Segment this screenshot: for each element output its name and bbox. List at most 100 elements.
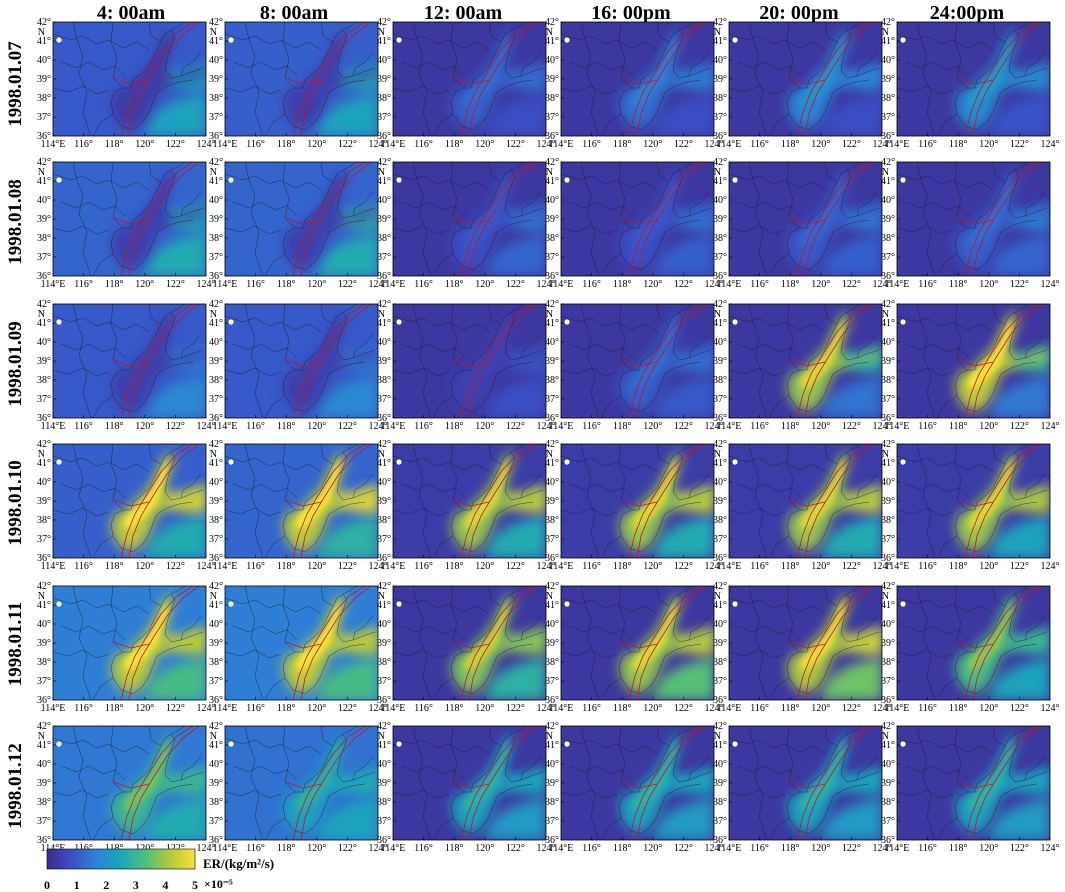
lat-unit-label: N	[882, 27, 889, 38]
field-south-sea	[143, 232, 206, 276]
lon-tick-label: 116°	[246, 421, 265, 432]
boundary-line	[225, 33, 322, 51]
lat-tick-label: 37°	[545, 534, 559, 545]
lat-tick-label: 36°	[37, 553, 51, 564]
boundary-line	[824, 444, 838, 465]
map-panel: 42° 41° 40° 39° 38° 37° 36° N 114°E 116° 118° 120° 1…	[713, 299, 892, 432]
lat-tick-label: 37°	[37, 394, 51, 405]
boundary-line	[400, 201, 466, 217]
lat-tick-label: 41°	[713, 458, 727, 469]
map-field	[53, 162, 206, 276]
boundary-line	[656, 162, 670, 183]
lat-tick-label: 38°	[545, 797, 559, 808]
boundary-line	[904, 625, 970, 641]
lat-tick-label: 39°	[209, 778, 223, 789]
lat-tick-label: 37°	[209, 394, 223, 405]
boundary-line	[568, 483, 634, 499]
lat-tick-label: 38°	[545, 233, 559, 244]
boundary-line	[450, 22, 464, 89]
lat-tick-label: 39°	[37, 638, 51, 649]
fault-line	[788, 217, 826, 225]
fault-line	[468, 22, 540, 136]
lat-tick-label: 41°	[881, 36, 895, 47]
lat-unit-label: N	[210, 309, 217, 320]
column-title: 4: 00am	[97, 2, 166, 24]
boundary-line	[954, 733, 1048, 819]
lat-tick-label: 38°	[713, 233, 727, 244]
lon-tick-label: 122°	[842, 139, 861, 150]
fault-line	[120, 162, 194, 276]
lat-tick-label: 36°	[209, 835, 223, 846]
lat-unit-label: N	[378, 27, 385, 38]
lon-tick-label: 116°	[414, 421, 433, 432]
lon-tick-label: 122°	[1010, 843, 1029, 854]
field-south-sea	[483, 796, 546, 840]
lon-tick-label: 124°	[873, 139, 892, 150]
map-field	[53, 22, 206, 136]
lon-tick-label: 118°	[781, 279, 800, 290]
lon-tick-label: 118°	[781, 139, 800, 150]
lon-tick-label: 114°E	[717, 139, 742, 150]
fault-line	[292, 22, 366, 136]
lon-tick-label: 124°	[537, 421, 556, 432]
lat-tick-label: 41°	[545, 600, 559, 611]
lon-tick-label: 114°E	[213, 561, 238, 572]
site-marker	[56, 459, 62, 465]
lon-tick-label: 120°	[979, 421, 998, 432]
map-panel: 42° 41° 40° 39° 38° 37° 36° N 114°E 116° 118° 120° 1…	[713, 157, 892, 290]
map-field	[561, 444, 714, 558]
lon-tick-label: 122°	[674, 421, 693, 432]
lon-tick-label: 124°	[537, 703, 556, 714]
fault-line	[796, 444, 870, 558]
lat-unit-label: N	[714, 731, 721, 742]
lat-tick-label: 36°	[37, 131, 51, 142]
fault-line	[964, 304, 1038, 418]
lat-tick-label: 42°	[37, 581, 51, 592]
lat-unit-label: N	[546, 309, 553, 320]
field-bay-core	[123, 176, 169, 248]
colorbar-label: ER/(kg/m²/s)	[203, 856, 274, 871]
field-south-sea	[819, 374, 882, 418]
lat-tick-label: 42°	[713, 299, 727, 310]
lon-tick-label: 122°	[506, 139, 525, 150]
boundary-line	[53, 597, 150, 615]
lon-tick-label: 118°	[781, 843, 800, 854]
fault-line	[972, 304, 1044, 418]
boundary-line	[786, 22, 800, 89]
fault-line	[452, 499, 490, 507]
fault-line	[284, 781, 322, 789]
boundary-line	[1024, 191, 1046, 217]
field-south-sea	[143, 374, 206, 418]
lon-tick-label: 116°	[918, 279, 937, 290]
boundary-line	[53, 85, 110, 95]
lon-tick-label: 124°	[705, 561, 724, 572]
fault-line	[972, 586, 1044, 700]
map-panel: 42° 41° 40° 39° 38° 37° 36° N 114°E 116° 118° 120° 1…	[881, 157, 1060, 290]
lat-tick-label: 38°	[881, 797, 895, 808]
boundary-line	[956, 361, 1038, 413]
boundary-line	[400, 343, 466, 359]
lat-unit-label: N	[38, 731, 45, 742]
boundary-line	[180, 191, 202, 217]
lon-tick-label: 120°	[811, 561, 830, 572]
boundary-line	[656, 22, 670, 43]
map-panel: 42° 41° 40° 39° 38° 37° 36° N 114°E 116° 118° 120° 1…	[881, 17, 1060, 150]
lat-tick-label: 42°	[713, 17, 727, 28]
boundary-line	[736, 343, 802, 359]
lon-tick-label: 124°	[873, 421, 892, 432]
lat-tick-label: 40°	[37, 337, 51, 348]
lat-tick-label: 37°	[209, 816, 223, 827]
field-bay	[787, 30, 882, 130]
boundary-line	[520, 473, 542, 499]
fault-line	[460, 586, 534, 700]
boundary-line	[897, 455, 994, 473]
fault-line	[620, 217, 658, 225]
field-bay-core	[799, 36, 845, 108]
lat-tick-label: 39°	[545, 214, 559, 225]
lat-tick-label: 41°	[37, 318, 51, 329]
boundary-line	[225, 315, 322, 333]
boundary-line	[110, 22, 124, 89]
boundary-line	[112, 361, 194, 413]
field-south-sea	[987, 514, 1050, 558]
lon-tick-label: 116°	[74, 421, 93, 432]
